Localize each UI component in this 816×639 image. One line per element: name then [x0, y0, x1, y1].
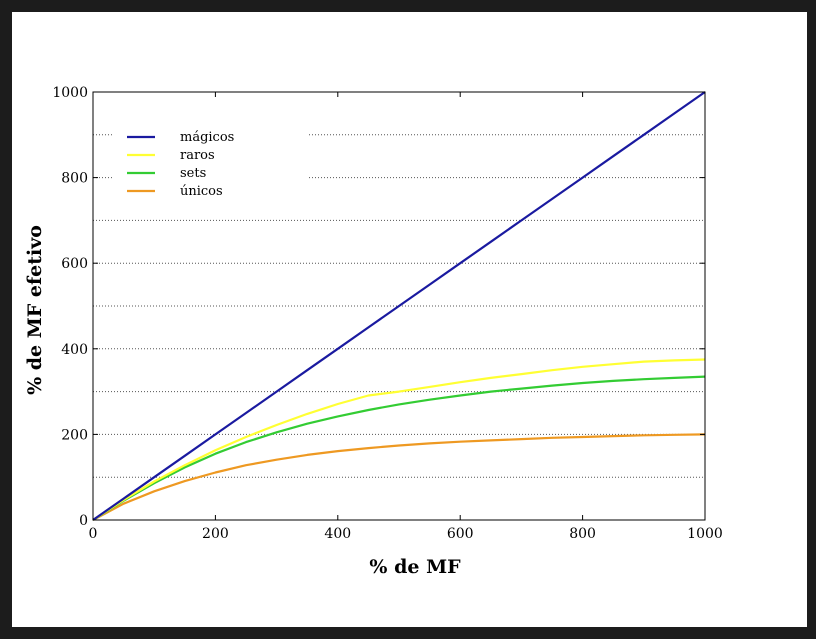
line-chart: 0 200 400 600 800 1000 0 200 400 600 800 1000 mágic… [24, 85, 723, 578]
series-lines [92, 91, 706, 521]
series-line-1 [92, 358, 706, 521]
legend: mágicos raros sets únicos [112, 124, 307, 206]
chart-canvas: 0 200 400 600 800 1000 0 200 400 600 800 1000 mágic… [12, 12, 807, 627]
x-tick-label: 1000 [687, 526, 723, 542]
x-axis-title: % de MF [369, 556, 461, 578]
y-tick-label: 1000 [52, 85, 88, 101]
legend-label: mágicos [180, 130, 234, 145]
y-tick-label: 0 [79, 513, 88, 529]
x-tick-label: 800 [569, 526, 596, 542]
legend-label: únicos [180, 184, 223, 199]
series-line-2 [92, 375, 706, 521]
y-axis-title: % de MF efetivo [24, 225, 46, 395]
plot-frame [92, 91, 706, 521]
x-tick-label: 400 [324, 526, 351, 542]
y-tick-label: 800 [61, 171, 88, 187]
x-tick-label: 600 [447, 526, 474, 542]
y-tick-label: 200 [61, 427, 88, 443]
legend-label: raros [180, 148, 215, 163]
x-tick-label: 0 [89, 526, 98, 542]
y-tick-label: 600 [61, 256, 88, 272]
axis-ticks: 0 200 400 600 800 1000 0 200 400 600 800 1000 [52, 85, 722, 542]
y-tick-label: 400 [61, 342, 88, 358]
x-tick-label: 200 [202, 526, 229, 542]
series-line-3 [92, 433, 706, 521]
series-line-0 [92, 91, 706, 521]
legend-label: sets [180, 166, 206, 181]
